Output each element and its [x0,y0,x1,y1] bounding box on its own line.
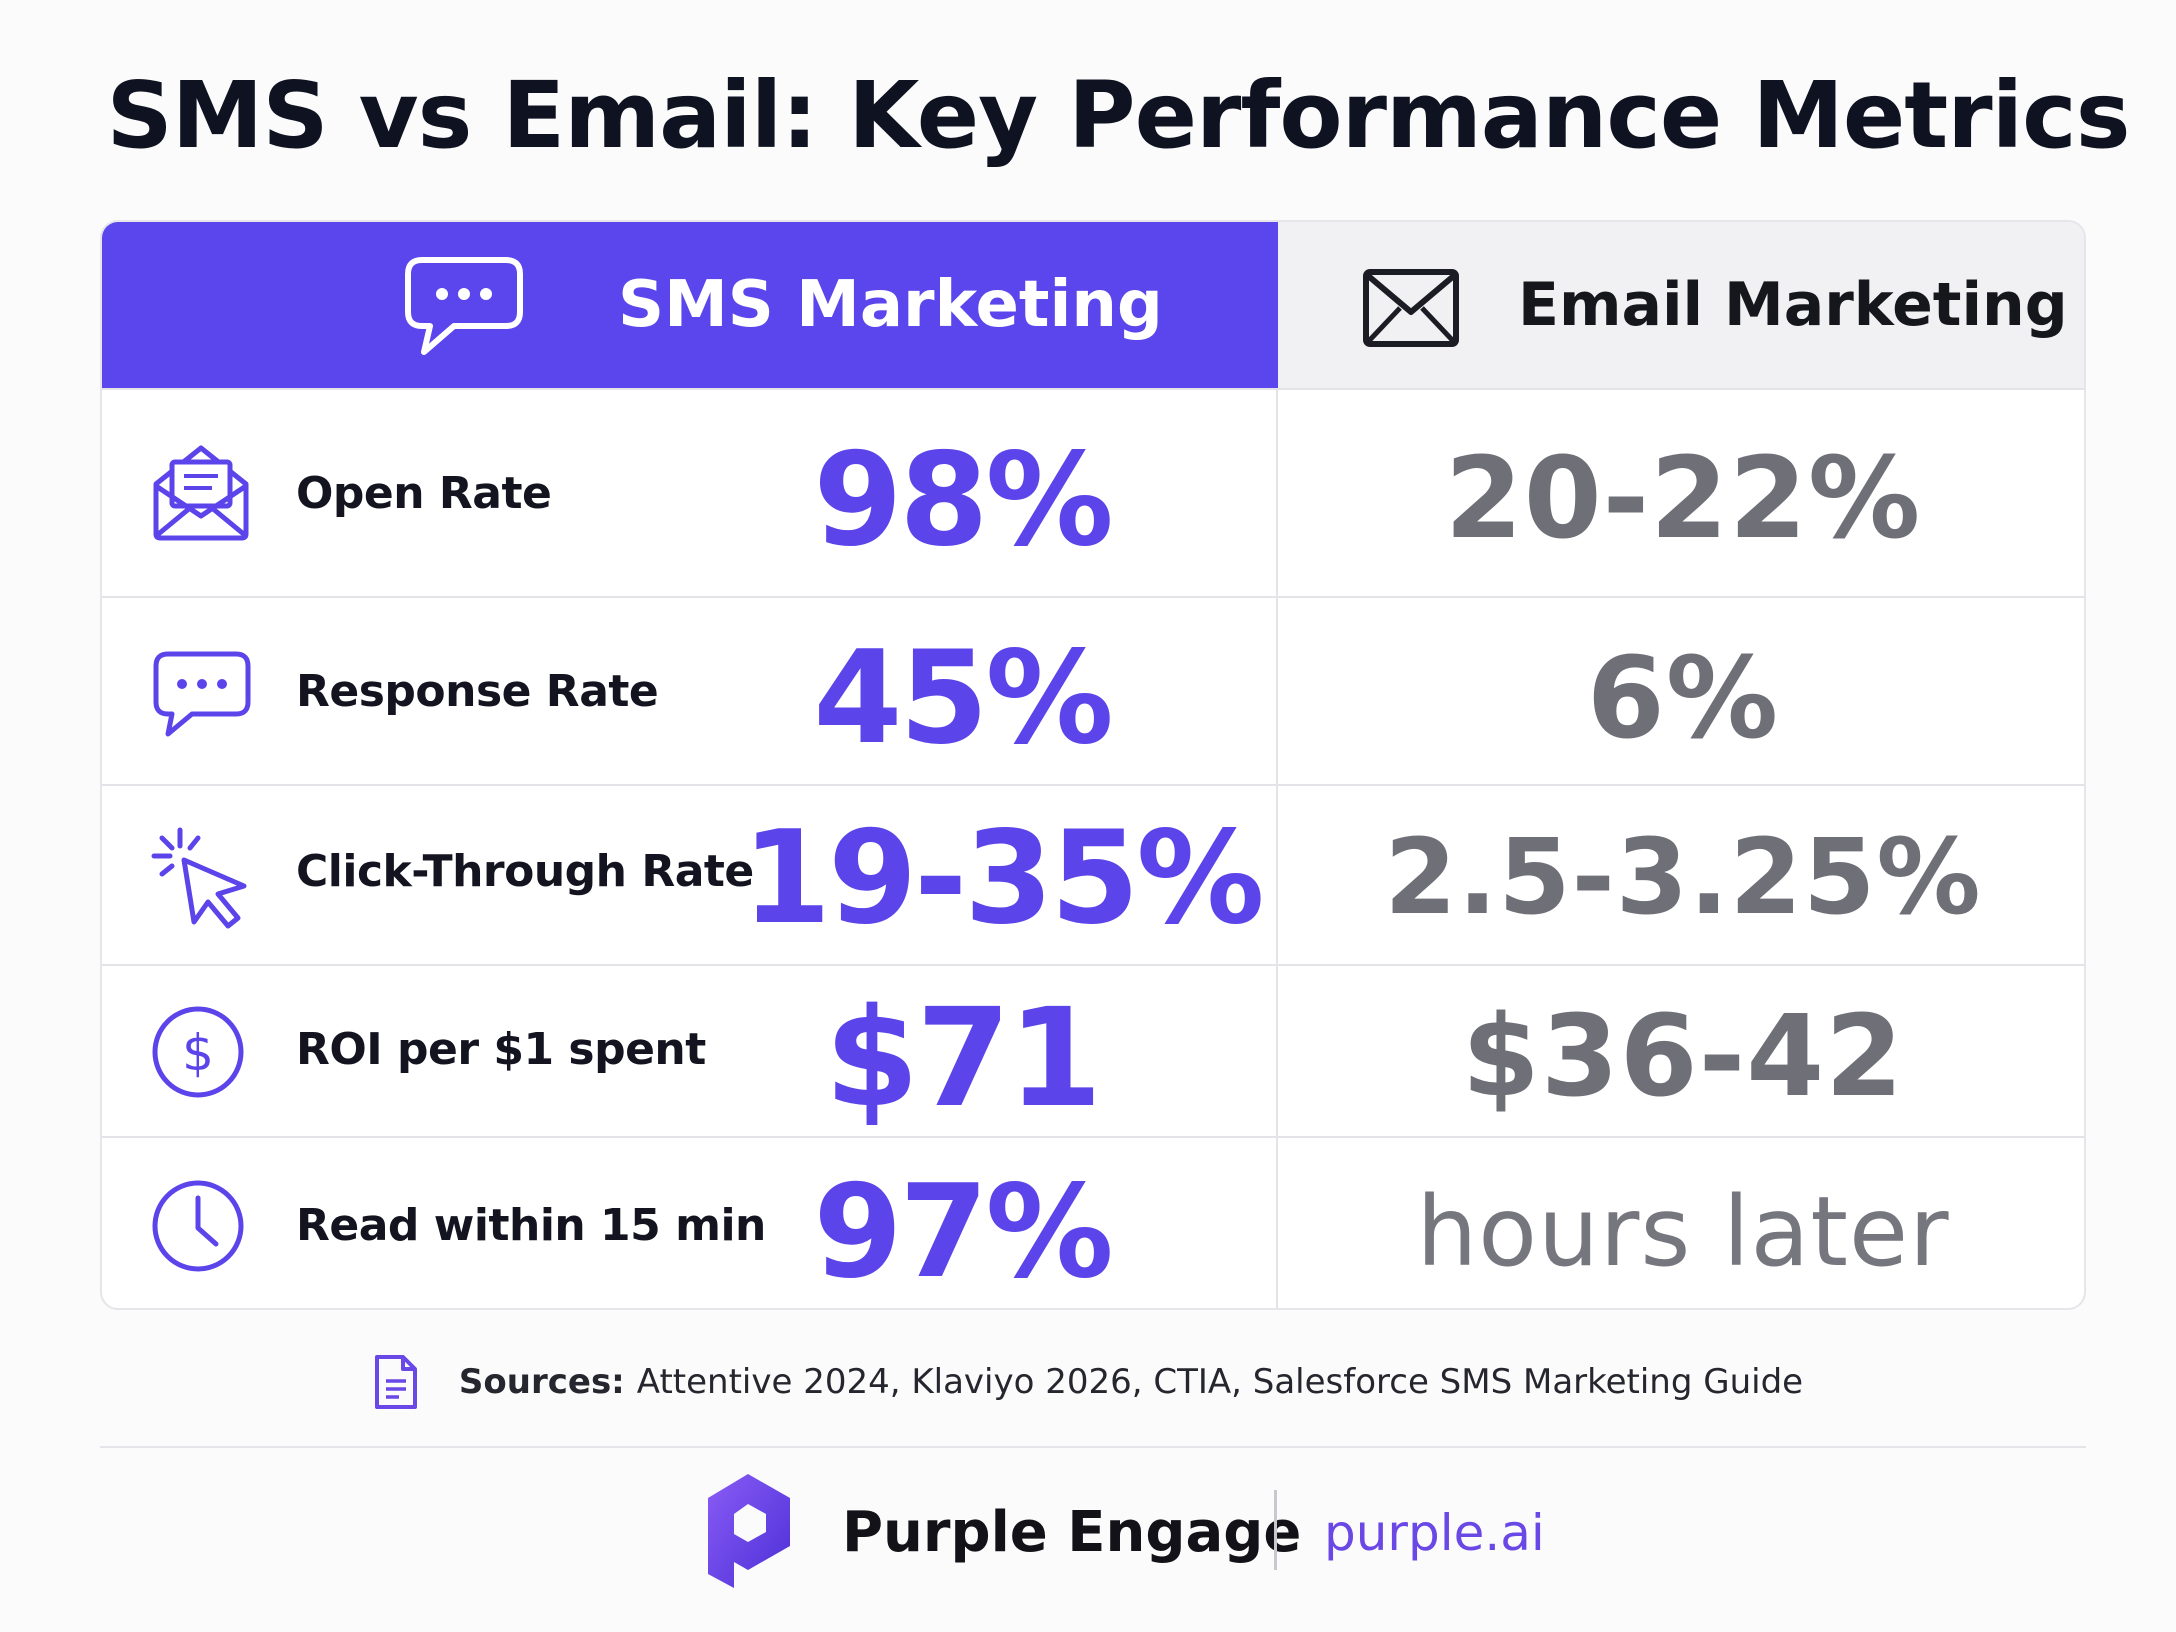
email-value: hours later [1416,1176,1950,1288]
table-row: Click-Through Rate 19-35% 2.5-3.25% [102,784,2084,964]
sms-column-label: SMS Marketing [618,268,1163,342]
email-column-label: Email Marketing [1518,270,2068,340]
brand-url-link[interactable]: purple.ai [1324,1504,1545,1562]
dollar-circle-icon: $ [152,1006,244,1098]
row-label: ROI per $1 spent [296,1024,706,1075]
brand-logo-icon [708,1474,790,1588]
row-label: Read within 15 min [296,1200,766,1251]
row-label: Response Rate [296,666,659,717]
chat-bubble-icon [153,651,251,737]
table-row: Response Rate 45% 6% [102,596,2084,784]
table-row: Read within 15 min 97% hours later [102,1136,2084,1308]
comparison-table: SMS Marketing Email Marketing Open Rate … [100,220,2086,1310]
table-row: Open Rate 98% 20-22% [102,388,2084,596]
email-value: 2.5-3.25% [1384,816,1982,938]
sms-column-header: SMS Marketing [102,222,1278,388]
email-column-header: Email Marketing [1278,222,2084,388]
sms-value: 45% [813,624,1113,773]
column-divider [1276,388,1278,1308]
table-row: $ ROI per $1 spent $71 $36-42 [102,964,2084,1138]
cursor-click-icon [151,827,247,929]
sources-text: Attentive 2024, Klaviyo 2026, CTIA, Sale… [636,1362,1804,1402]
sms-value: 97% [813,1158,1113,1307]
open-envelope-icon [153,445,249,541]
document-icon [374,1355,417,1409]
footer-divider [100,1446,2086,1448]
email-value: 6% [1586,634,1780,764]
email-value: $36-42 [1461,992,1905,1122]
brand-separator [1274,1490,1277,1570]
row-label: Click-Through Rate [296,846,754,897]
clock-icon [152,1180,244,1272]
sources-note: Sources: Attentive 2024, Klaviyo 2026, C… [0,1352,2176,1412]
page-title: SMS vs Email: Key Performance Metrics [106,62,2131,169]
row-label: Open Rate [296,468,552,519]
sources-label: Sources: [458,1362,625,1402]
sms-value: 98% [813,426,1113,575]
brand-name: Purple Engage [842,1500,1302,1565]
sms-value: 19-35% [742,804,1265,953]
svg-text:$: $ [182,1024,214,1082]
chat-bubble-icon [405,257,523,355]
sms-value: $71 [824,980,1103,1138]
envelope-icon [1363,269,1459,347]
email-value: 20-22% [1444,434,1922,564]
